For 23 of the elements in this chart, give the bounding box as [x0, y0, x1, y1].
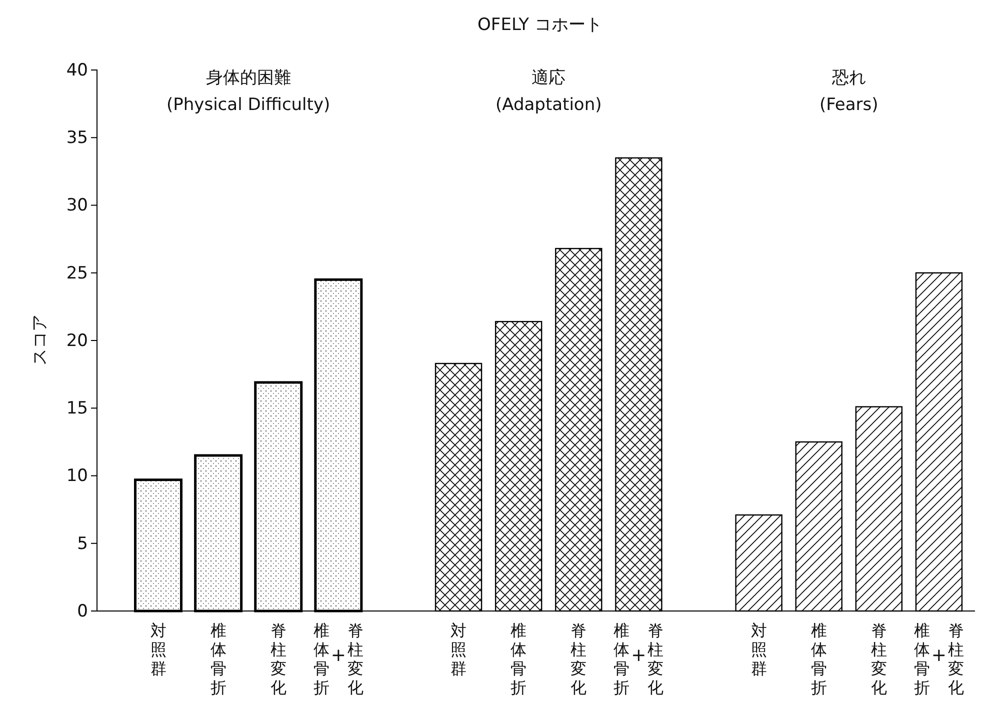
x-tick-label: 対照群 [150, 621, 166, 678]
y-tick-label: 10 [66, 466, 88, 486]
chart-title: OFELY コホート [478, 15, 602, 35]
y-tick-label: 30 [66, 196, 88, 216]
x-tick-label: 対照群 [450, 621, 467, 678]
x-tick-label: 脊柱変化 [270, 621, 286, 697]
x-tick-label: 脊柱変化 [570, 621, 587, 697]
y-tick-label: 0 [77, 601, 88, 622]
annotation: 適応 (Adaptation) [495, 68, 602, 115]
x-tick-label: 脊柱変化 [870, 621, 887, 697]
x-tick-label: 対照群 [750, 621, 767, 678]
x-tick-label: 椎体骨折 [510, 621, 527, 697]
x-tick-label: 椎体骨折 [810, 621, 827, 697]
y-tick-label: 35 [66, 128, 88, 148]
y-tick-label: 25 [66, 263, 88, 284]
y-tick-label: 20 [66, 330, 88, 351]
y-tick-label: 5 [77, 534, 88, 554]
y-tick-label: 40 [66, 60, 88, 80]
y-axis-title: スコア [30, 314, 50, 366]
annotation: 恐れ (Fears) [819, 68, 878, 115]
y-tick-label: 15 [66, 398, 88, 419]
annotation: 身体的困難 (Physical Difficulty) [166, 68, 330, 115]
x-tick-label: 椎体骨折 [210, 621, 226, 697]
